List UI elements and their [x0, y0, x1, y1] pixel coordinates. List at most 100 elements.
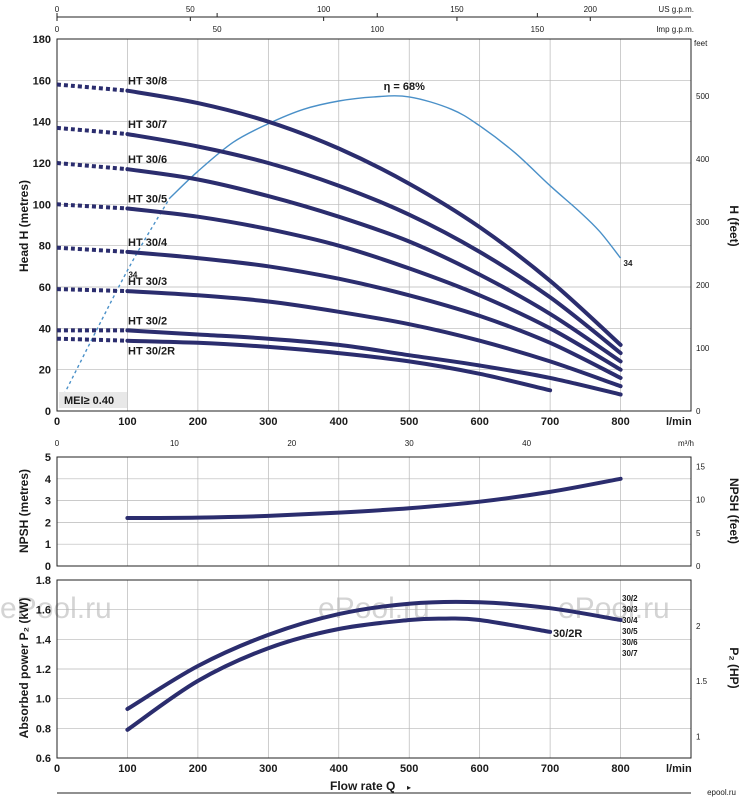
- head-curve-label: HT 30/2R: [128, 346, 175, 358]
- head-y-tick-label: 0: [45, 406, 51, 418]
- power-y-tick-label: 1.8: [36, 575, 51, 587]
- head-curve-label: HT 30/5: [128, 193, 167, 205]
- power-y-tick-label: 1.6: [36, 605, 51, 617]
- power-y-axis-title: Absorbed power P₂ (kW): [17, 598, 31, 739]
- m3h-tick-label: 30: [405, 439, 414, 448]
- head-curve-label: HT 30/6: [128, 154, 167, 166]
- head-y-axis-title: Head H (metres): [17, 180, 31, 272]
- head-y-tick-label: 180: [33, 34, 51, 46]
- footer-brand: epool.ru: [707, 788, 736, 797]
- npsh-y-axis-title: NPSH (metres): [17, 469, 31, 553]
- power-hp-tick-label: 2: [696, 622, 701, 631]
- m3h-tick-label: 20: [287, 439, 296, 448]
- efficiency-end-label: 34: [624, 259, 633, 268]
- npsh-feet-tick-label: 5: [696, 529, 701, 538]
- efficiency-curve: [169, 95, 622, 259]
- power-y-tick-label: 1.0: [36, 694, 51, 706]
- power-x-tick-label: 200: [189, 763, 207, 775]
- head-feet-tick-label: 400: [696, 155, 710, 164]
- mei-badge: [59, 392, 127, 408]
- efficiency-start-label: 34: [128, 270, 137, 279]
- head-y-tick-label: 100: [33, 199, 51, 211]
- npsh-feet-tick-label: 0: [696, 562, 701, 571]
- us-gpm-tick-label: 50: [186, 5, 195, 14]
- imp-gpm-tick-label: 0: [55, 25, 60, 34]
- power-curve-label: 30/5: [622, 627, 638, 636]
- head-curve-3: [125, 206, 623, 372]
- power-right-axis-title: P₂ (HP): [727, 647, 741, 688]
- efficiency-curve-dashed: [63, 197, 171, 395]
- us-gpm-tick-label: 150: [450, 5, 464, 14]
- power-x-tick-label: 500: [400, 763, 418, 775]
- head-x-tick-label: 100: [118, 416, 136, 428]
- head-x-tick-label: 700: [541, 416, 559, 428]
- head-curve-label: HT 30/7: [128, 119, 167, 131]
- npsh-y-tick-label: 0: [45, 561, 51, 573]
- head-curve-label: HT 30/2: [128, 315, 167, 327]
- head-curve-dashed-1: [56, 125, 128, 137]
- head-x-tick-label: 200: [189, 416, 207, 428]
- npsh-y-tick-label: 3: [45, 496, 51, 508]
- us-gpm-tick-label: 200: [584, 5, 598, 14]
- imp-gpm-tick-label: 100: [371, 25, 385, 34]
- us-gpm-tick-label: 0: [55, 5, 60, 14]
- npsh-y-tick-label: 2: [45, 517, 51, 529]
- npsh-feet-tick-label: 15: [696, 462, 705, 471]
- head-frame: [56, 38, 692, 412]
- power-y-tick-label: 0.8: [36, 723, 51, 735]
- power-x-tick-label: 600: [470, 763, 488, 775]
- head-curve-dashed-5: [56, 287, 128, 294]
- power-curve-label: 30/7: [622, 649, 638, 658]
- head-x-tick-label: 800: [611, 416, 629, 428]
- head-x-tick-label: 0: [54, 416, 60, 428]
- head-curve-label: HT 30/3: [128, 276, 167, 288]
- m3h-unit: m³/h: [678, 439, 694, 448]
- power-x-tick-label: 700: [541, 763, 559, 775]
- head-curve-0: [125, 88, 623, 347]
- head-curve-dashed-2: [56, 161, 128, 172]
- head-feet-tick-label: 300: [696, 218, 710, 227]
- power-curve-2r: [125, 616, 553, 732]
- x-axis-title: Flow rate Q: [330, 779, 395, 793]
- npsh-y-tick-label: 4: [45, 474, 52, 486]
- power-curve-label: 30/3: [622, 605, 638, 614]
- power-x-tick-label: 300: [259, 763, 277, 775]
- head-y-tick-label: 120: [33, 158, 51, 170]
- imp-gpm-tick-label: 150: [531, 25, 545, 34]
- head-x-tick-label: 600: [470, 416, 488, 428]
- power-hp-tick-label: 1.5: [696, 677, 708, 686]
- power-curve-2r-label: 30/2R: [553, 628, 582, 640]
- head-x-tick-label: 300: [259, 416, 277, 428]
- head-curve-dashed-3: [56, 202, 128, 211]
- head-curve-dashed-0: [56, 82, 128, 93]
- head-x-unit: l/min: [666, 416, 692, 428]
- mei-label: MEI≥ 0.40: [64, 395, 114, 407]
- imp-gpm-tick-label: 50: [213, 25, 222, 34]
- m3h-tick-label: 10: [170, 439, 179, 448]
- x-axis-arrow-icon: ▸: [407, 783, 411, 792]
- efficiency-peak-label: η = 68%: [384, 81, 425, 93]
- imp-gpm-unit: Imp g.p.m.: [656, 25, 694, 34]
- head-feet-tick-label: 500: [696, 92, 710, 101]
- head-curve-5: [125, 289, 623, 389]
- head-feet-unit: feet: [694, 39, 708, 48]
- power-hp-tick-label: 1: [696, 732, 701, 741]
- power-x-tick-label: 800: [611, 763, 629, 775]
- us-gpm-tick-label: 100: [317, 5, 331, 14]
- m3h-tick-label: 40: [522, 439, 531, 448]
- head-curve-dashed-4: [56, 245, 128, 254]
- head-feet-tick-label: 100: [696, 344, 710, 353]
- power-x-tick-label: 100: [118, 763, 136, 775]
- head-feet-tick-label: 200: [696, 281, 710, 290]
- npsh-y-tick-label: 1: [45, 539, 51, 551]
- power-curve-label: 30/2: [622, 594, 638, 603]
- npsh-frame: [56, 456, 692, 567]
- head-curve-1: [125, 132, 623, 356]
- head-curve-label: HT 30/8: [128, 76, 167, 88]
- head-curve-7: [125, 338, 553, 393]
- m3h-tick-label: 0: [55, 439, 60, 448]
- npsh-y-tick-label: 5: [45, 452, 51, 464]
- head-y-tick-label: 160: [33, 75, 51, 87]
- head-x-tick-label: 400: [330, 416, 348, 428]
